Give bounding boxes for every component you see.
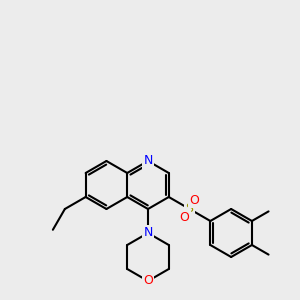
Text: N: N [143,226,153,239]
Text: S: S [186,202,194,215]
Text: O: O [143,274,153,287]
Text: N: N [143,154,153,167]
Text: O: O [190,194,200,207]
Text: O: O [180,211,190,224]
